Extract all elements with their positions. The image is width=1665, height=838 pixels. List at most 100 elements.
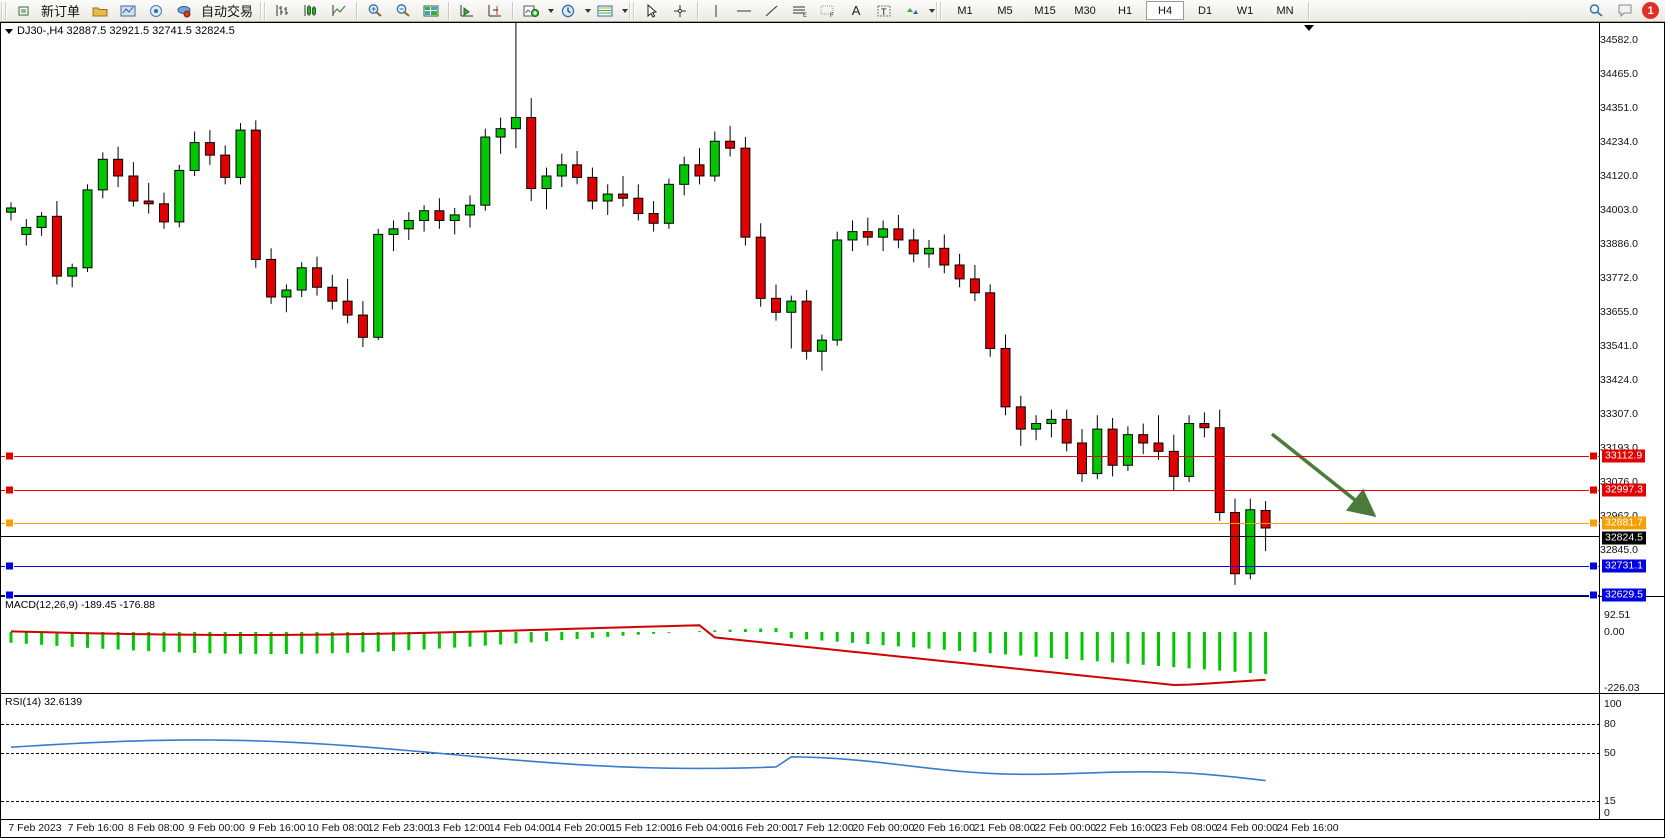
timeframe-mn[interactable]: MN bbox=[1276, 4, 1294, 17]
autotrading-label[interactable]: 自动交易 bbox=[201, 4, 254, 19]
line-chart-icon[interactable] bbox=[326, 0, 352, 22]
level-handle-resistance-lower[interactable] bbox=[1589, 485, 1598, 495]
macd-pane[interactable]: 92.51 0.00 -226.03 MACD(12,26,9) -189.45… bbox=[1, 596, 1664, 694]
down-arrow-annotation[interactable] bbox=[1266, 428, 1376, 518]
chart-shift-icon[interactable] bbox=[482, 0, 508, 22]
price-tick: 33772.0 bbox=[1600, 272, 1638, 284]
timeframe-h4[interactable]: H4 bbox=[1146, 1, 1185, 20]
rsi-label: RSI(14) 32.6139 bbox=[5, 696, 83, 708]
level-handle-left-resistance-upper[interactable] bbox=[5, 451, 14, 461]
candlestick-series bbox=[6, 23, 1271, 585]
time-tick: 20 Feb 00:00 bbox=[852, 822, 915, 834]
rsi-pane[interactable]: 100 80 50 15 0 RSI(14) 32.6139 bbox=[1, 693, 1664, 822]
period-icon[interactable] bbox=[555, 0, 581, 22]
shapes-dropdown-icon[interactable] bbox=[929, 8, 936, 13]
chart-menu-icon[interactable] bbox=[5, 28, 13, 34]
timeframe-d1[interactable]: D1 bbox=[1198, 4, 1213, 17]
level-tag-pivot[interactable]: 32881.7 bbox=[1602, 516, 1646, 530]
level-tag-resistance-lower[interactable]: 32997.3 bbox=[1602, 483, 1646, 497]
autotrading-icon[interactable] bbox=[171, 0, 197, 22]
templates-dropdown-icon[interactable] bbox=[622, 8, 629, 13]
level-line-resistance-lower[interactable] bbox=[1, 490, 1600, 491]
toolbar-grip-2[interactable] bbox=[260, 1, 268, 20]
rsi-tick: 0 bbox=[1604, 807, 1610, 819]
data-window-icon[interactable] bbox=[418, 0, 444, 22]
timeframe-m30[interactable]: M30 bbox=[1074, 4, 1096, 17]
equidistant-channel-icon[interactable]: F bbox=[815, 0, 841, 22]
level-handle-resistance-upper[interactable] bbox=[1589, 451, 1598, 461]
new-order-label[interactable]: 新订单 bbox=[41, 4, 81, 19]
chart-window[interactable]: DJ30-,H4 32887.5 32921.5 32741.5 32824.5… bbox=[0, 22, 1665, 838]
rsi-axis-divider bbox=[1599, 694, 1600, 822]
folder-icon[interactable] bbox=[87, 0, 113, 22]
level-tag-last-price[interactable]: 32824.5 bbox=[1602, 531, 1646, 545]
alerts-icon[interactable] bbox=[1611, 0, 1641, 22]
level-line-last-price[interactable] bbox=[1, 536, 1600, 537]
time-axis[interactable]: 7 Feb 2023 7 Feb 16:00 8 Feb 08:00 9 Feb 00… bbox=[1, 819, 1664, 837]
toolbar-grip[interactable] bbox=[1, 1, 8, 20]
main-toolbar: 新订单 自动交易 bbox=[0, 0, 1665, 22]
vertical-line-icon[interactable] bbox=[703, 0, 729, 22]
level-handle-pivot[interactable] bbox=[1589, 518, 1598, 528]
text-icon[interactable]: A bbox=[851, 3, 861, 18]
candlestick-chart-icon[interactable] bbox=[298, 0, 324, 22]
bar-chart-icon[interactable] bbox=[270, 0, 296, 22]
price-tick: 33886.0 bbox=[1600, 238, 1638, 250]
text-label-icon[interactable]: T bbox=[871, 0, 897, 22]
search-icon[interactable] bbox=[1583, 0, 1609, 22]
level-handle-support-lower[interactable] bbox=[1589, 590, 1598, 600]
shapes-icon[interactable] bbox=[899, 0, 925, 22]
price-tick: 34582.0 bbox=[1600, 34, 1638, 46]
toolbar-grip-4[interactable] bbox=[936, 1, 944, 20]
price-pane[interactable]: 34582.0 34465.0 34351.0 34234.0 34120.0 … bbox=[1, 23, 1664, 596]
timeframe-h1[interactable]: H1 bbox=[1118, 4, 1133, 17]
timeframe-w1[interactable]: W1 bbox=[1236, 4, 1254, 17]
macd-series bbox=[9, 624, 1268, 686]
price-axis[interactable]: 34582.0 34465.0 34351.0 34234.0 34120.0 … bbox=[1600, 23, 1664, 596]
timeframe-m1[interactable]: M1 bbox=[957, 4, 973, 17]
svg-text:F: F bbox=[830, 13, 834, 18]
cursor-icon[interactable] bbox=[639, 0, 665, 22]
indicators-dropdown-icon[interactable] bbox=[548, 8, 555, 13]
price-tick: 34351.0 bbox=[1600, 102, 1638, 114]
trendline-icon[interactable] bbox=[759, 0, 785, 22]
level-line-support-upper[interactable] bbox=[1, 566, 1600, 567]
price-tick: 34465.0 bbox=[1600, 68, 1638, 80]
horizontal-line-icon[interactable] bbox=[731, 0, 757, 22]
rsi-axis: 100 80 50 15 0 bbox=[1600, 694, 1664, 822]
macd-tick: 92.51 bbox=[1604, 609, 1631, 621]
toolbar-separator-5 bbox=[1308, 1, 1311, 20]
auto-scroll-icon[interactable] bbox=[454, 0, 480, 22]
period-dropdown-icon[interactable] bbox=[585, 8, 592, 13]
new-order-icon[interactable] bbox=[11, 0, 37, 22]
fibonacci-icon[interactable]: E bbox=[787, 0, 813, 22]
level-tag-support-lower[interactable]: 32629.5 bbox=[1602, 588, 1646, 602]
rsi-overbought-line bbox=[1, 724, 1600, 725]
level-tag-resistance-upper[interactable]: 33112.9 bbox=[1602, 449, 1646, 463]
level-line-resistance-upper[interactable] bbox=[1, 456, 1600, 457]
level-handle-left-pivot[interactable] bbox=[5, 518, 14, 528]
indicators-icon[interactable] bbox=[518, 0, 544, 22]
price-tick: 33655.0 bbox=[1600, 306, 1638, 318]
timeframe-m5[interactable]: M5 bbox=[997, 4, 1013, 17]
level-line-pivot[interactable] bbox=[1, 523, 1600, 524]
time-tick: 16 Feb 04:00 bbox=[670, 822, 733, 834]
time-tick: 22 Feb 00:00 bbox=[1034, 822, 1097, 834]
timeframe-m15[interactable]: M15 bbox=[1034, 4, 1056, 17]
price-tick: 32845.0 bbox=[1600, 544, 1638, 556]
level-handle-left-support-upper[interactable] bbox=[5, 561, 14, 571]
level-handle-left-resistance-lower[interactable] bbox=[5, 485, 14, 495]
level-handle-support-upper[interactable] bbox=[1589, 561, 1598, 571]
level-tag-support-upper[interactable]: 32731.1 bbox=[1602, 559, 1646, 573]
navigator-icon[interactable] bbox=[143, 0, 169, 22]
toolbar-grip-3[interactable] bbox=[629, 1, 637, 20]
level-handle-left-support-lower[interactable] bbox=[5, 590, 14, 600]
zoom-out-icon[interactable] bbox=[390, 0, 416, 22]
svg-text:E: E bbox=[803, 13, 807, 18]
zoom-in-icon[interactable] bbox=[362, 0, 388, 22]
market-watch-icon[interactable] bbox=[115, 0, 141, 22]
alert-count-badge[interactable]: 1 bbox=[1642, 2, 1659, 19]
level-line-support-lower[interactable] bbox=[1, 595, 1600, 596]
templates-icon[interactable] bbox=[592, 0, 618, 22]
crosshair-icon[interactable] bbox=[667, 0, 693, 22]
